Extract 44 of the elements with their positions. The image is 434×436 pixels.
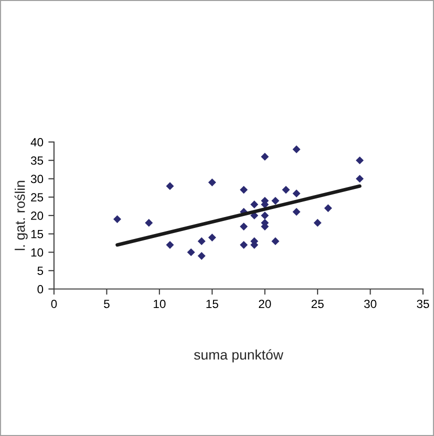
y-axis-title: l. gat. roślin (14, 180, 28, 250)
x-axis-title: suma punktów (194, 349, 284, 362)
x-tick-label: 10 (154, 300, 166, 308)
point (260, 212, 269, 220)
point (271, 196, 280, 205)
point (356, 174, 364, 183)
point (113, 215, 122, 224)
x-tick-label: 25 (312, 300, 324, 308)
point (271, 237, 280, 246)
point (324, 204, 332, 212)
y-tick-label: 35 (30, 156, 44, 165)
point (250, 200, 258, 208)
x-tick-label: 0 (51, 300, 57, 308)
point (198, 237, 206, 246)
y-tick-label: 30 (30, 174, 44, 184)
point (356, 156, 364, 164)
x-tick-label: 5 (104, 300, 110, 308)
point (240, 240, 248, 249)
x-tick-label: 35 (416, 300, 430, 308)
y-tick-label: 0 (37, 285, 44, 294)
point (198, 252, 206, 260)
point (292, 208, 300, 216)
point (144, 218, 153, 227)
y-tick-label: 15 (31, 230, 44, 238)
point (292, 190, 300, 198)
x-tick-label: 30 (364, 300, 376, 308)
y-tick-label: 10 (31, 248, 44, 257)
point (260, 152, 269, 161)
point (187, 248, 195, 256)
y-tick-label: 5 (37, 266, 44, 276)
point (166, 240, 174, 249)
point (208, 178, 216, 186)
point (282, 186, 290, 194)
point (240, 186, 248, 194)
x-tick-label: 20 (258, 300, 271, 308)
point (208, 234, 216, 242)
y-tick-label: 40 (30, 138, 44, 146)
point (240, 222, 248, 230)
point (292, 145, 300, 154)
point (314, 218, 322, 227)
y-tick-label: 25 (31, 193, 44, 202)
y-tick-label: 20 (31, 212, 44, 220)
point (166, 182, 174, 190)
x-tick-label: 15 (206, 300, 218, 308)
